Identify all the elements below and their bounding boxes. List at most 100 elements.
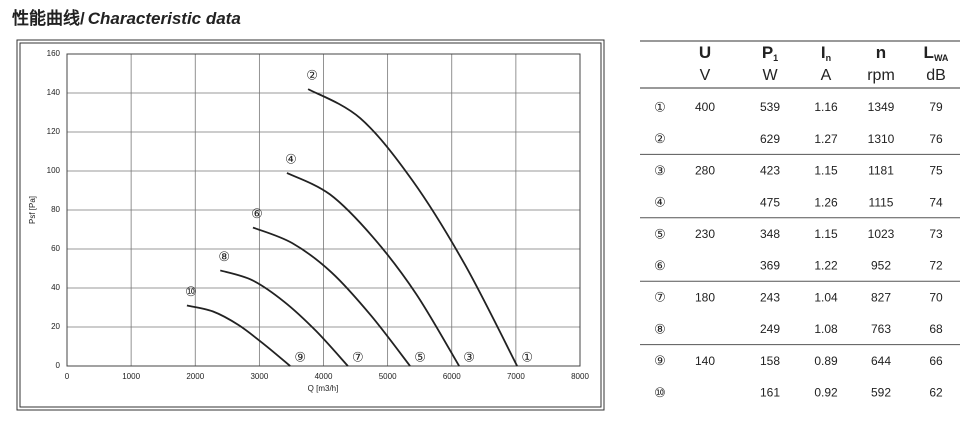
header-subscript: WA — [934, 53, 949, 63]
title-cn: 性能曲线/ — [12, 8, 85, 28]
y-tick-label: 140 — [47, 88, 61, 97]
x-axis-label: Q [m3/h] — [308, 384, 339, 393]
y-tick-label: 160 — [47, 49, 61, 58]
x-tick-label: 4000 — [315, 372, 333, 381]
curve-end-label: ③ — [463, 351, 475, 366]
header-unit: rpm — [867, 67, 895, 84]
plot: 0 20 40 60 80 100 120 140 160 0 1000 2000 3000 4000 50… — [47, 49, 590, 381]
cell: 230 — [695, 227, 715, 241]
cell: 1.22 — [814, 259, 838, 273]
row-marker: ④ — [654, 196, 666, 211]
y-tick-label: 0 — [56, 361, 61, 370]
cell: 629 — [760, 132, 780, 146]
x-tick-label: 3000 — [250, 372, 268, 381]
row-marker: ⑦ — [654, 291, 666, 306]
curve-end-label: ⑦ — [352, 351, 364, 366]
y-tick-label: 20 — [51, 322, 60, 331]
cell: 68 — [929, 322, 943, 336]
cell: 140 — [695, 354, 715, 368]
cell: 280 — [695, 164, 715, 178]
title-en: Characteristic data — [88, 9, 241, 28]
curve — [219, 269, 349, 367]
cell: 158 — [760, 354, 780, 368]
cell: 180 — [695, 290, 715, 304]
x-tick-label: 0 — [65, 372, 70, 381]
cell: 74 — [929, 195, 943, 209]
cell: 348 — [760, 227, 780, 241]
cell: 1181 — [868, 164, 894, 178]
header-symbol-text: U — [699, 43, 711, 62]
y-axis-label: Psf [Pa] — [28, 196, 37, 224]
cell: 72 — [929, 259, 943, 273]
cell: 243 — [760, 290, 780, 304]
cell: 1310 — [868, 132, 895, 146]
y-tick-label: 120 — [47, 127, 61, 136]
cell: 249 — [760, 322, 780, 336]
header-unit: W — [762, 67, 778, 84]
row-marker: ⑨ — [654, 354, 666, 369]
cell: 73 — [929, 227, 943, 241]
cell: 70 — [929, 290, 943, 304]
x-tick-label: 2000 — [186, 372, 204, 381]
header-subscript: 1 — [773, 53, 778, 63]
header-symbol: In — [821, 43, 831, 63]
curve-start-label: ⑧ — [218, 250, 230, 265]
curve — [286, 172, 460, 367]
curve-start-label: ④ — [285, 152, 297, 167]
row-marker: ⑤ — [654, 227, 666, 242]
cell: 79 — [929, 100, 943, 114]
curve-end-label: ① — [521, 351, 533, 366]
header-symbol-text: L — [924, 43, 934, 62]
cell: 644 — [871, 354, 891, 368]
y-tick-label: 100 — [47, 166, 61, 175]
curve-start-label: ⑥ — [251, 207, 263, 222]
cell: 1023 — [868, 227, 895, 241]
cell: 827 — [871, 290, 891, 304]
page-title: 性能曲线/Characteristic data — [12, 8, 241, 28]
chart-frame — [16, 39, 605, 411]
curve — [186, 304, 291, 367]
x-tick-label: 1000 — [122, 372, 140, 381]
header-symbol: n — [876, 43, 886, 62]
header-symbol-text: I — [821, 43, 826, 62]
cell: 1.27 — [814, 132, 838, 146]
cell: 1.15 — [814, 227, 838, 241]
x-tick-label: 8000 — [571, 372, 589, 381]
cell: 1.16 — [814, 100, 838, 114]
row-marker: ① — [654, 101, 666, 116]
y-tick-label: 40 — [51, 283, 60, 292]
curve — [307, 88, 518, 367]
header-symbol: LWA — [924, 43, 949, 63]
row-marker: ③ — [654, 164, 666, 179]
cell: 539 — [760, 100, 780, 114]
y-tick-label: 60 — [51, 244, 60, 253]
cell: 475 — [760, 195, 780, 209]
cell: 369 — [760, 259, 780, 273]
cell: 75 — [929, 164, 943, 178]
cell: 161 — [760, 385, 780, 399]
x-tick-label: 5000 — [379, 372, 397, 381]
row-marker: ⑧ — [654, 322, 666, 337]
curve-end-label: ⑨ — [294, 351, 306, 366]
header-unit: V — [700, 67, 711, 84]
chart-frame-inner — [19, 42, 602, 408]
row-marker: ② — [654, 132, 666, 147]
cell: 952 — [871, 259, 891, 273]
cell: 1.08 — [814, 322, 838, 336]
header-symbol-text: n — [876, 43, 886, 62]
row-marker: ⑩ — [654, 386, 666, 401]
cell: 1.04 — [814, 290, 838, 304]
header-unit: A — [821, 67, 832, 84]
cell: 763 — [871, 322, 891, 336]
plot-border — [66, 53, 581, 367]
cell: 62 — [929, 385, 943, 399]
cell: 1349 — [868, 100, 895, 114]
curve-end-label: ⑤ — [414, 351, 426, 366]
cell: 1.15 — [814, 164, 838, 178]
curve-start-label: ② — [306, 69, 318, 84]
cell: 1.26 — [814, 195, 838, 209]
cell: 76 — [929, 132, 943, 146]
header-unit: dB — [926, 67, 946, 84]
